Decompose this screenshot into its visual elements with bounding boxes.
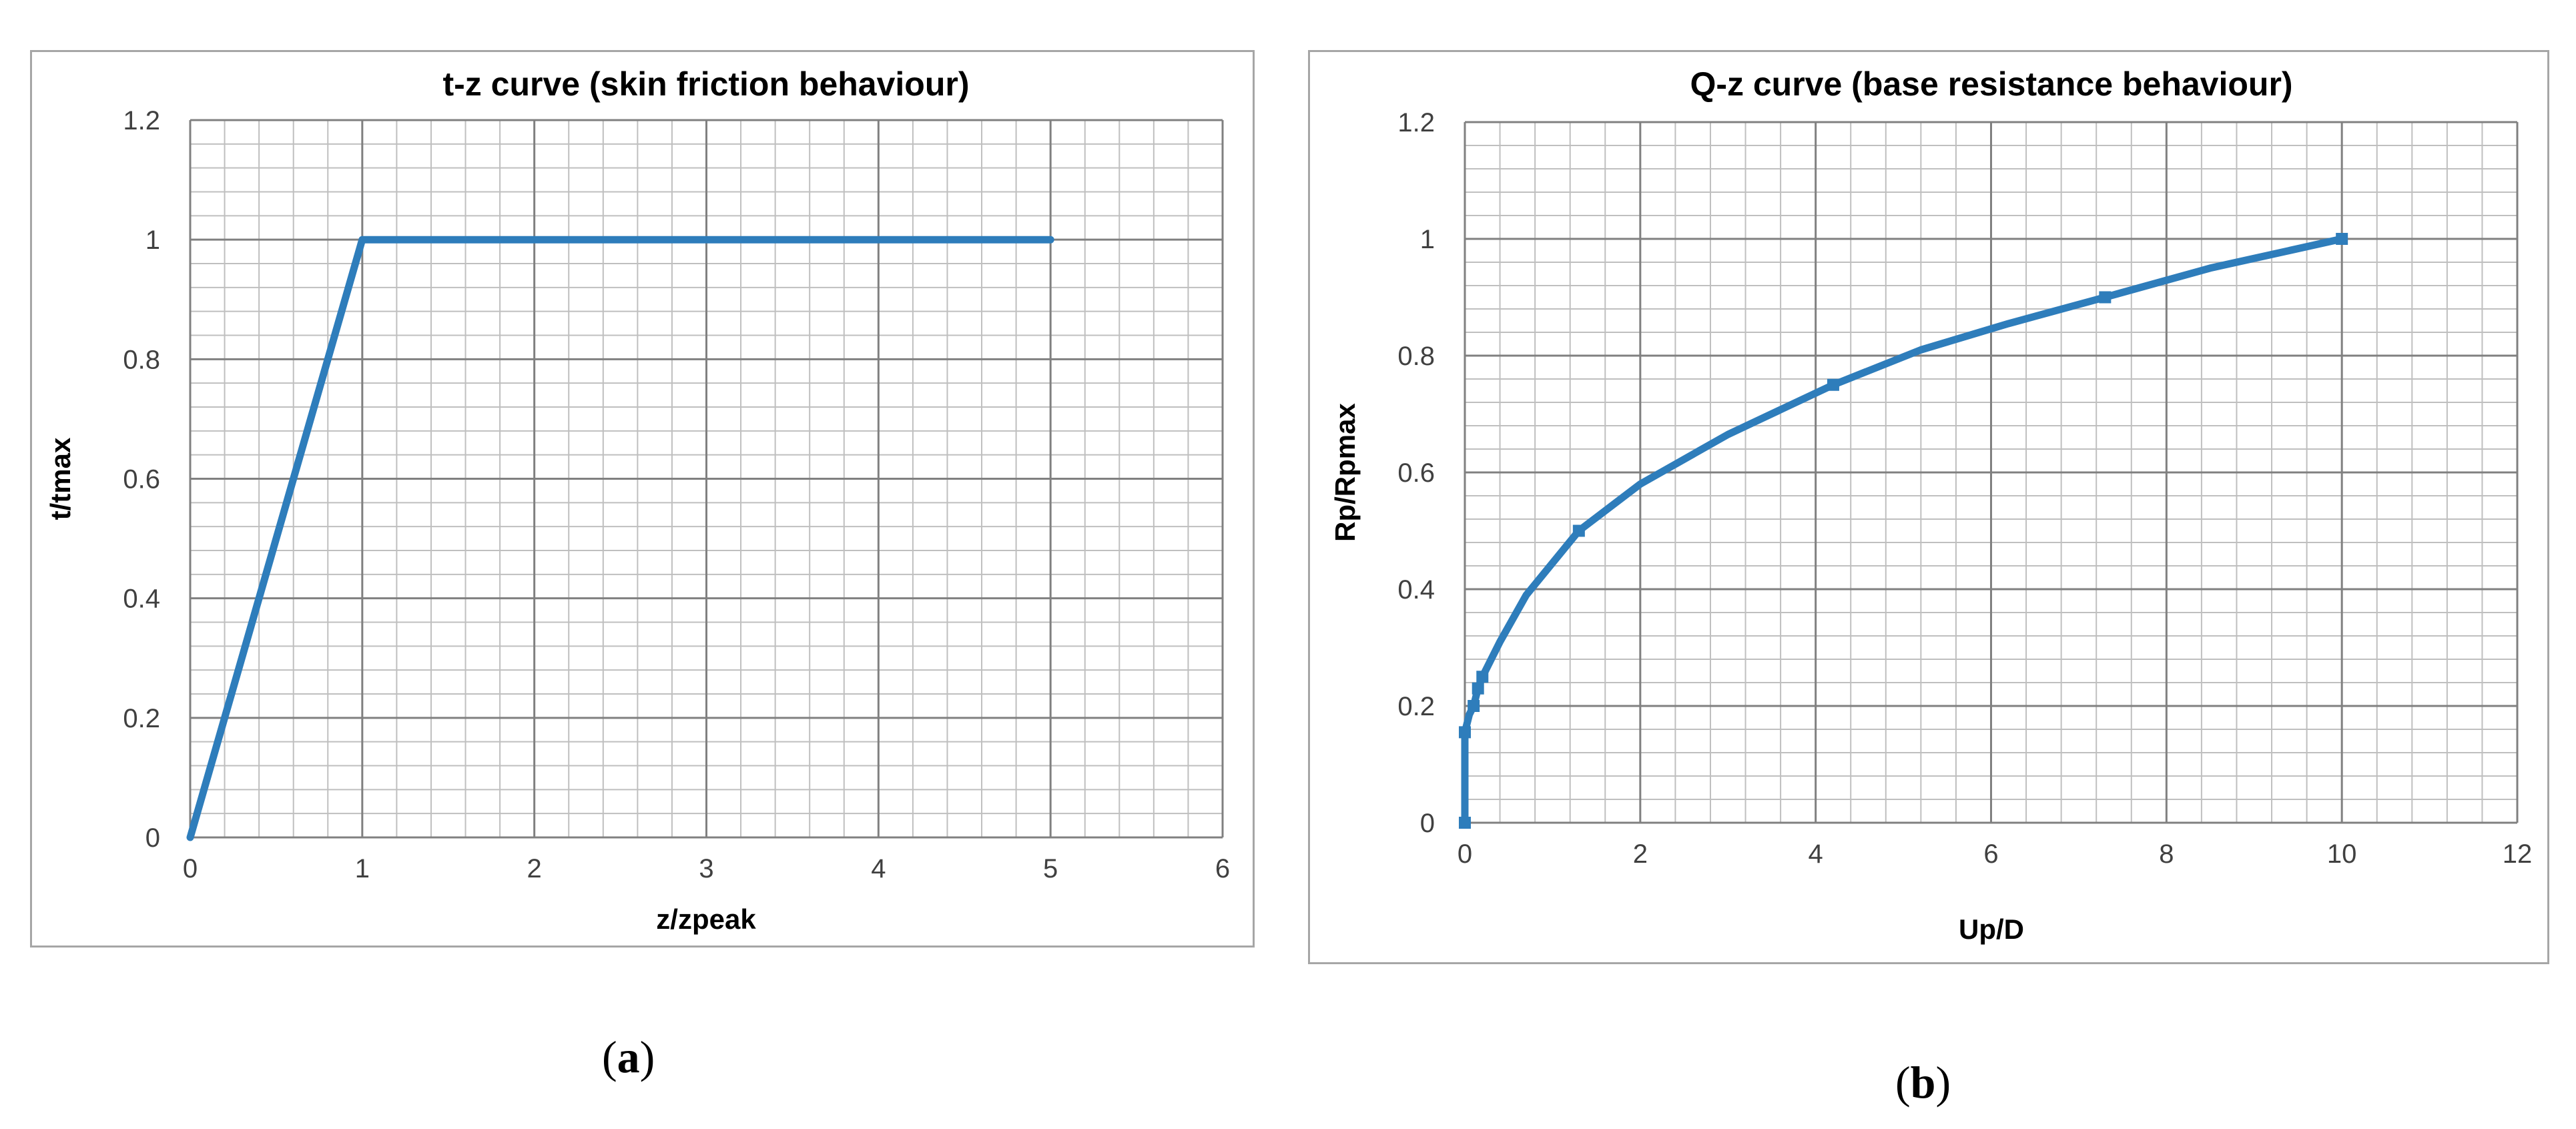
chart-b-x-tick-label: 4 xyxy=(1809,839,1823,869)
chart-b-data-point xyxy=(1472,682,1484,695)
chart-b-data-point xyxy=(2099,291,2112,304)
chart-b-y-tick-label: 0.4 xyxy=(1397,575,1435,605)
chart-b-y-tick-label: 0.6 xyxy=(1397,458,1435,488)
chart-b-y-tick-label: 0.8 xyxy=(1397,342,1435,371)
chart-b-y-tick-label: 1 xyxy=(1420,225,1435,254)
chart-b-data-point xyxy=(1572,524,1585,537)
chart-b-x-tick-label: 0 xyxy=(1458,839,1472,869)
chart-b-data-point xyxy=(1459,817,1471,829)
chart-b-x-tick-label: 6 xyxy=(1983,839,1998,869)
chart-a-y-tick-label: 1 xyxy=(145,226,160,255)
chart-a-x-tick-label: 5 xyxy=(1043,854,1058,883)
chart-b-data-point xyxy=(1468,700,1480,712)
chart-a-x-tick-label: 3 xyxy=(699,854,713,883)
panel-label-a: (a) xyxy=(602,1032,655,1082)
chart-a-y-tick-label: 0 xyxy=(145,823,160,853)
chart-b-x-tick-label: 10 xyxy=(2327,839,2357,869)
chart-b-title: Q-z curve (base resistance behaviour) xyxy=(1690,65,2292,103)
chart-b-x-tick-label: 12 xyxy=(2503,839,2533,869)
chart-a-y-tick-label: 0.2 xyxy=(123,704,160,733)
chart-b-y-tick-label: 1.2 xyxy=(1397,108,1435,137)
chart-b-data-point xyxy=(1476,671,1489,683)
chart-b-y-tick-label: 0 xyxy=(1420,809,1435,838)
chart-a-y-tick-label: 0.8 xyxy=(123,345,160,374)
chart-b-series-line xyxy=(1461,235,2346,827)
chart-b-data-point xyxy=(1827,378,1839,391)
chart-b-data-point xyxy=(1459,726,1471,739)
chart-b-x-tick-label: 2 xyxy=(1633,839,1648,869)
chart-a-x-axis-label: z/zpeak xyxy=(656,903,756,935)
chart-b-x-axis-label: Up/D xyxy=(1959,913,2024,945)
chart-a-x-tick-label: 6 xyxy=(1215,854,1230,883)
chart-b-y-axis-label: Rp/Rpmax xyxy=(1329,403,1361,542)
chart-a-x-tick-label: 0 xyxy=(183,854,198,883)
chart-b-y-tick-label: 0.2 xyxy=(1397,692,1435,721)
chart-a-y-axis-label: t/tmax xyxy=(45,437,76,520)
chart-a-x-tick-label: 1 xyxy=(355,854,370,883)
chart-a-y-tick-label: 0.6 xyxy=(123,465,160,494)
chart-b-x-tick-label: 8 xyxy=(2159,839,2174,869)
chart-a-y-tick-label: 0.4 xyxy=(123,585,160,614)
chart-a-x-tick-label: 4 xyxy=(871,854,886,883)
chart-b-data-point xyxy=(2336,233,2348,245)
chart-a-x-tick-label: 2 xyxy=(527,854,542,883)
chart-a-series-line xyxy=(186,236,1054,841)
panel-label-b: (b) xyxy=(1895,1057,1951,1108)
chart-a-title: t-z curve (skin friction behaviour) xyxy=(442,65,969,103)
chart-a-y-tick-label: 1.2 xyxy=(123,106,160,135)
